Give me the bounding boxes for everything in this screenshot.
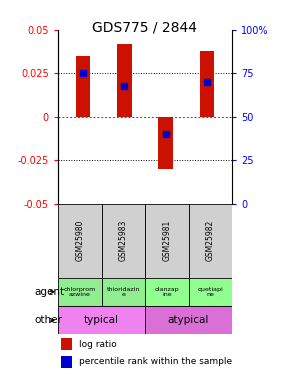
Bar	[188, 204, 232, 278]
Text: GDS775 / 2844: GDS775 / 2844	[93, 21, 197, 34]
Text: GSM25981: GSM25981	[162, 220, 171, 261]
Text: thioridazin
e: thioridazin e	[106, 286, 140, 297]
Bar	[102, 278, 145, 306]
Point	[122, 82, 127, 88]
Bar	[61, 338, 72, 350]
Text: GSM25982: GSM25982	[206, 220, 215, 261]
Bar	[61, 356, 72, 368]
Bar	[102, 204, 145, 278]
Text: GSM25983: GSM25983	[119, 220, 128, 261]
Text: GSM25980: GSM25980	[75, 220, 84, 261]
Bar	[158, 117, 173, 169]
Text: percentile rank within the sample: percentile rank within the sample	[79, 357, 232, 366]
Bar	[58, 278, 102, 306]
Text: log ratio: log ratio	[79, 339, 117, 348]
Text: agent: agent	[34, 287, 64, 297]
Text: chlorprom
azwine: chlorprom azwine	[64, 286, 96, 297]
Bar	[58, 204, 102, 278]
Point	[163, 131, 168, 137]
Bar	[76, 56, 90, 117]
Bar	[188, 278, 232, 306]
Text: other: other	[34, 315, 62, 325]
Point	[81, 70, 85, 76]
Bar	[200, 51, 214, 117]
Bar	[145, 278, 188, 306]
Text: quetiapi
ne: quetiapi ne	[197, 286, 223, 297]
Text: typical: typical	[84, 315, 119, 325]
Text: atypical: atypical	[168, 315, 209, 325]
Bar	[145, 204, 188, 278]
Text: olanzap
ine: olanzap ine	[155, 286, 179, 297]
Bar	[145, 306, 232, 334]
Bar	[58, 306, 145, 334]
Bar	[117, 44, 132, 117]
Point	[205, 79, 209, 85]
